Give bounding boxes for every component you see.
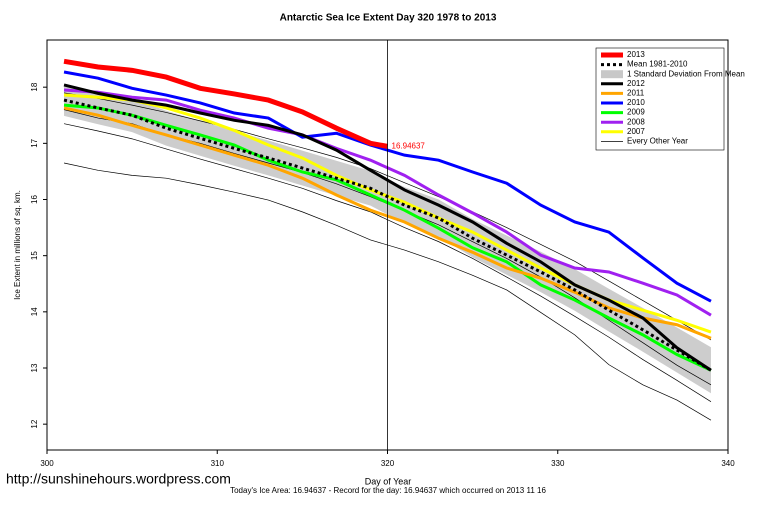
series-line [63,58,388,149]
legend-label: 2009 [627,108,645,117]
std-band [64,84,711,394]
legend-label: 2013 [627,50,645,59]
x-tick-label: 300 [40,459,54,468]
legend-label: Mean 1981-2010 [627,60,688,69]
legend-label: 2007 [627,127,645,136]
x-tick-label: 310 [211,459,225,468]
y-tick-label: 15 [30,251,39,260]
legend-label: 2011 [627,89,645,98]
y-tick-label: 14 [30,307,39,316]
legend-label: 2010 [627,98,645,107]
y-tick-label: 18 [30,82,39,91]
y-tick-label: 16 [30,195,39,204]
legend-label: Every Other Year [627,137,688,146]
x-axis-label: Day of Year [365,476,412,486]
footer: Today's Ice Area: 16.94637 - Record for … [230,486,546,495]
legend-label: 2008 [627,117,645,126]
x-tick-label: 330 [551,459,565,468]
legend-label: 1 Standard Deviation From Mean [627,69,745,78]
end-label: 16.94637 [392,141,426,150]
y-axis-label: Ice Extent in millions of sq. km. [13,190,22,300]
chart-title: Antarctic Sea Ice Extent Day 320 1978 to… [280,13,497,24]
y-tick-label: 13 [30,363,39,372]
legend-label: 2012 [627,79,645,88]
y-tick-label: 12 [30,419,39,428]
x-tick-label: 320 [381,459,395,468]
x-tick-label: 340 [721,459,735,468]
legend-swatch [601,70,623,79]
y-tick-label: 17 [30,138,39,147]
watermark: http://sunshinehours.wordpress.com [6,471,231,487]
